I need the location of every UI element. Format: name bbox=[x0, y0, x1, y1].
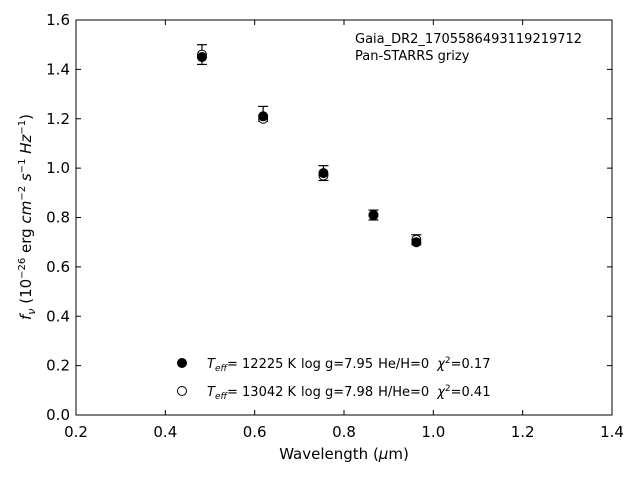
data-point-filled bbox=[411, 237, 422, 248]
legend-2-teff: = 13042 K bbox=[227, 385, 297, 400]
x-tick-label: 0.8 bbox=[332, 423, 356, 441]
legend-1-comp: He/H=0 bbox=[378, 357, 429, 372]
legend-2-logg: log g=7.98 bbox=[301, 385, 373, 400]
data-point-filled bbox=[196, 52, 207, 63]
y-tick-label: 1.0 bbox=[46, 159, 70, 177]
y-tick-label: 1.2 bbox=[46, 110, 70, 128]
error-bars bbox=[196, 44, 422, 246]
x-axis-label: Wavelength (μm) bbox=[279, 445, 409, 463]
legend-1-chi2: =0.17 bbox=[451, 357, 491, 372]
legend-2-comp: H/He=0 bbox=[378, 385, 429, 400]
y-axis-label: fν (10−26 erg cm−2 s−1 Hz−1) bbox=[17, 114, 38, 320]
annotation-object-id: Gaia_DR2_1705586493119219712 bbox=[355, 32, 582, 47]
legend-1-logg: log g=7.95 bbox=[301, 357, 373, 372]
legend-1-teff: = 12225 K bbox=[227, 357, 297, 372]
x-tick-label: 1.0 bbox=[421, 423, 445, 441]
legend-2-chi2: =0.41 bbox=[451, 385, 491, 400]
x-tick-labels: 0.2 0.4 0.6 0.8 1.0 1.2 1.4 bbox=[64, 423, 624, 441]
y-tick-label: 0.6 bbox=[46, 258, 70, 276]
y-tick-label: 0.2 bbox=[46, 357, 70, 375]
y-tick-label: 1.4 bbox=[46, 60, 70, 78]
legend-marker-open bbox=[177, 386, 187, 396]
y-tick-label: 0.0 bbox=[46, 406, 70, 424]
y-tick-label: 0.8 bbox=[46, 209, 70, 227]
y-tick-label: 1.6 bbox=[46, 11, 70, 29]
data-point-filled bbox=[368, 210, 379, 221]
y-tick-labels: 0.0 0.2 0.4 0.6 0.8 1.0 1.2 1.4 1.6 bbox=[46, 11, 70, 424]
data-point-filled bbox=[258, 111, 269, 122]
x-tick-label: 0.6 bbox=[243, 423, 267, 441]
x-tick-label: 1.4 bbox=[600, 423, 624, 441]
annotation-survey: Pan-STARRS grizy bbox=[355, 49, 470, 64]
data-points bbox=[196, 49, 422, 248]
data-point-filled bbox=[318, 168, 329, 179]
tick-marks bbox=[75, 19, 613, 416]
x-tick-label: 1.2 bbox=[511, 423, 535, 441]
x-tick-label: 0.2 bbox=[64, 423, 88, 441]
legend-marker-filled bbox=[177, 358, 187, 368]
plot-area-frame bbox=[75, 19, 613, 416]
y-tick-label: 0.4 bbox=[46, 307, 70, 325]
x-tick-label: 0.4 bbox=[153, 423, 177, 441]
